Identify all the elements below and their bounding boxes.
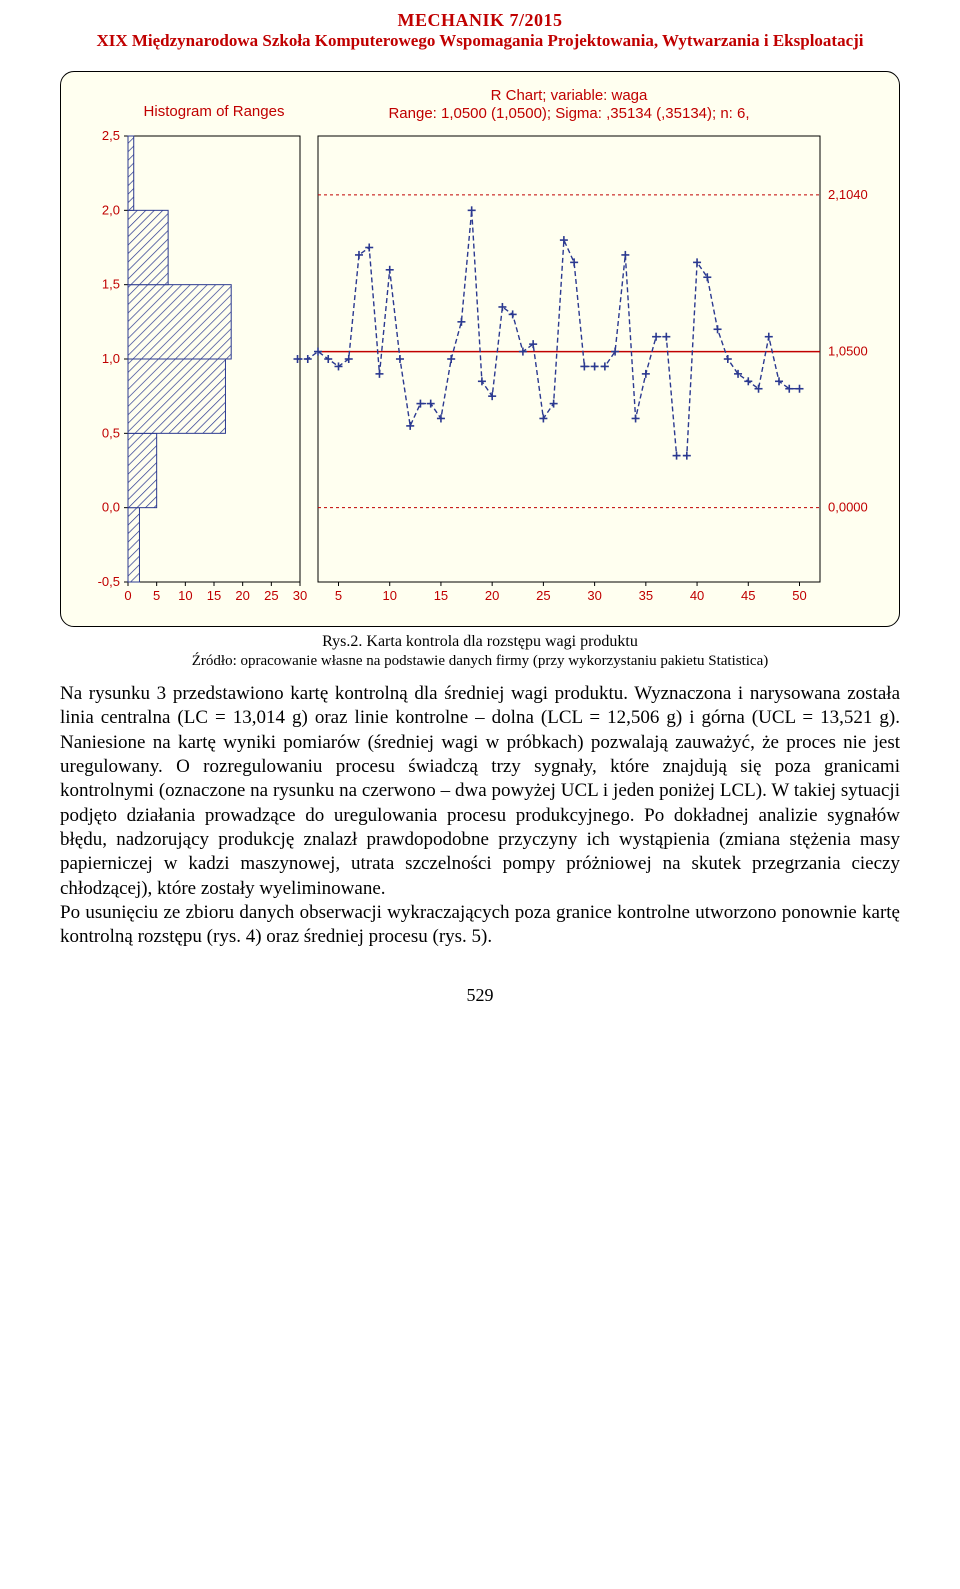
svg-text:1,5: 1,5 xyxy=(102,277,120,292)
svg-text:50: 50 xyxy=(792,588,806,603)
figure-caption: Rys.2. Karta kontrola dla rozstępu wagi … xyxy=(60,633,900,651)
svg-text:Range: 1,0500 (1,0500); Sigma:: Range: 1,0500 (1,0500); Sigma: ,35134 (,… xyxy=(388,105,749,122)
page-header: MECHANIK 7/2015 XIX Międzynarodowa Szkoł… xyxy=(0,0,960,57)
svg-text:0,5: 0,5 xyxy=(102,425,120,440)
svg-text:1,0500: 1,0500 xyxy=(828,344,868,359)
svg-text:R Chart; variable: waga: R Chart; variable: waga xyxy=(491,87,648,104)
body-text: Na rysunku 3 przedstawiono kartę kontrol… xyxy=(60,682,900,949)
journal-title: MECHANIK 7/2015 xyxy=(60,10,900,31)
svg-text:2,0: 2,0 xyxy=(102,202,120,217)
svg-text:5: 5 xyxy=(335,588,342,603)
svg-text:15: 15 xyxy=(207,588,221,603)
conference-title: XIX Międzynarodowa Szkoła Komputerowego … xyxy=(60,31,900,51)
svg-text:30: 30 xyxy=(587,588,601,603)
svg-text:0,0: 0,0 xyxy=(102,500,120,515)
svg-text:40: 40 xyxy=(690,588,704,603)
svg-text:10: 10 xyxy=(382,588,396,603)
control-chart-svg: Histogram of Ranges R Chart; variable: wa… xyxy=(69,82,891,622)
paragraph-1: Na rysunku 3 przedstawiono kartę kontrol… xyxy=(60,682,900,901)
svg-text:10: 10 xyxy=(178,588,192,603)
svg-text:30: 30 xyxy=(293,588,307,603)
svg-text:25: 25 xyxy=(264,588,278,603)
svg-text:20: 20 xyxy=(485,588,499,603)
svg-text:0: 0 xyxy=(124,588,131,603)
svg-text:2,1040: 2,1040 xyxy=(828,187,868,202)
control-chart-panel: Histogram of Ranges R Chart; variable: wa… xyxy=(60,71,900,627)
svg-text:15: 15 xyxy=(434,588,448,603)
svg-text:0,0000: 0,0000 xyxy=(828,500,868,515)
svg-text:Histogram of Ranges: Histogram of Ranges xyxy=(144,103,285,120)
figure-source: Źródło: opracowanie własne na podstawie … xyxy=(60,653,900,670)
svg-text:20: 20 xyxy=(235,588,249,603)
page-number: 529 xyxy=(0,985,960,1026)
svg-text:45: 45 xyxy=(741,588,755,603)
svg-text:2,5: 2,5 xyxy=(102,128,120,143)
svg-text:-0,5: -0,5 xyxy=(98,574,120,589)
svg-text:1,0: 1,0 xyxy=(102,351,120,366)
svg-text:25: 25 xyxy=(536,588,550,603)
paragraph-2: Po usunięciu ze zbioru danych obserwacji… xyxy=(60,901,900,950)
svg-text:35: 35 xyxy=(639,588,653,603)
svg-text:5: 5 xyxy=(153,588,160,603)
